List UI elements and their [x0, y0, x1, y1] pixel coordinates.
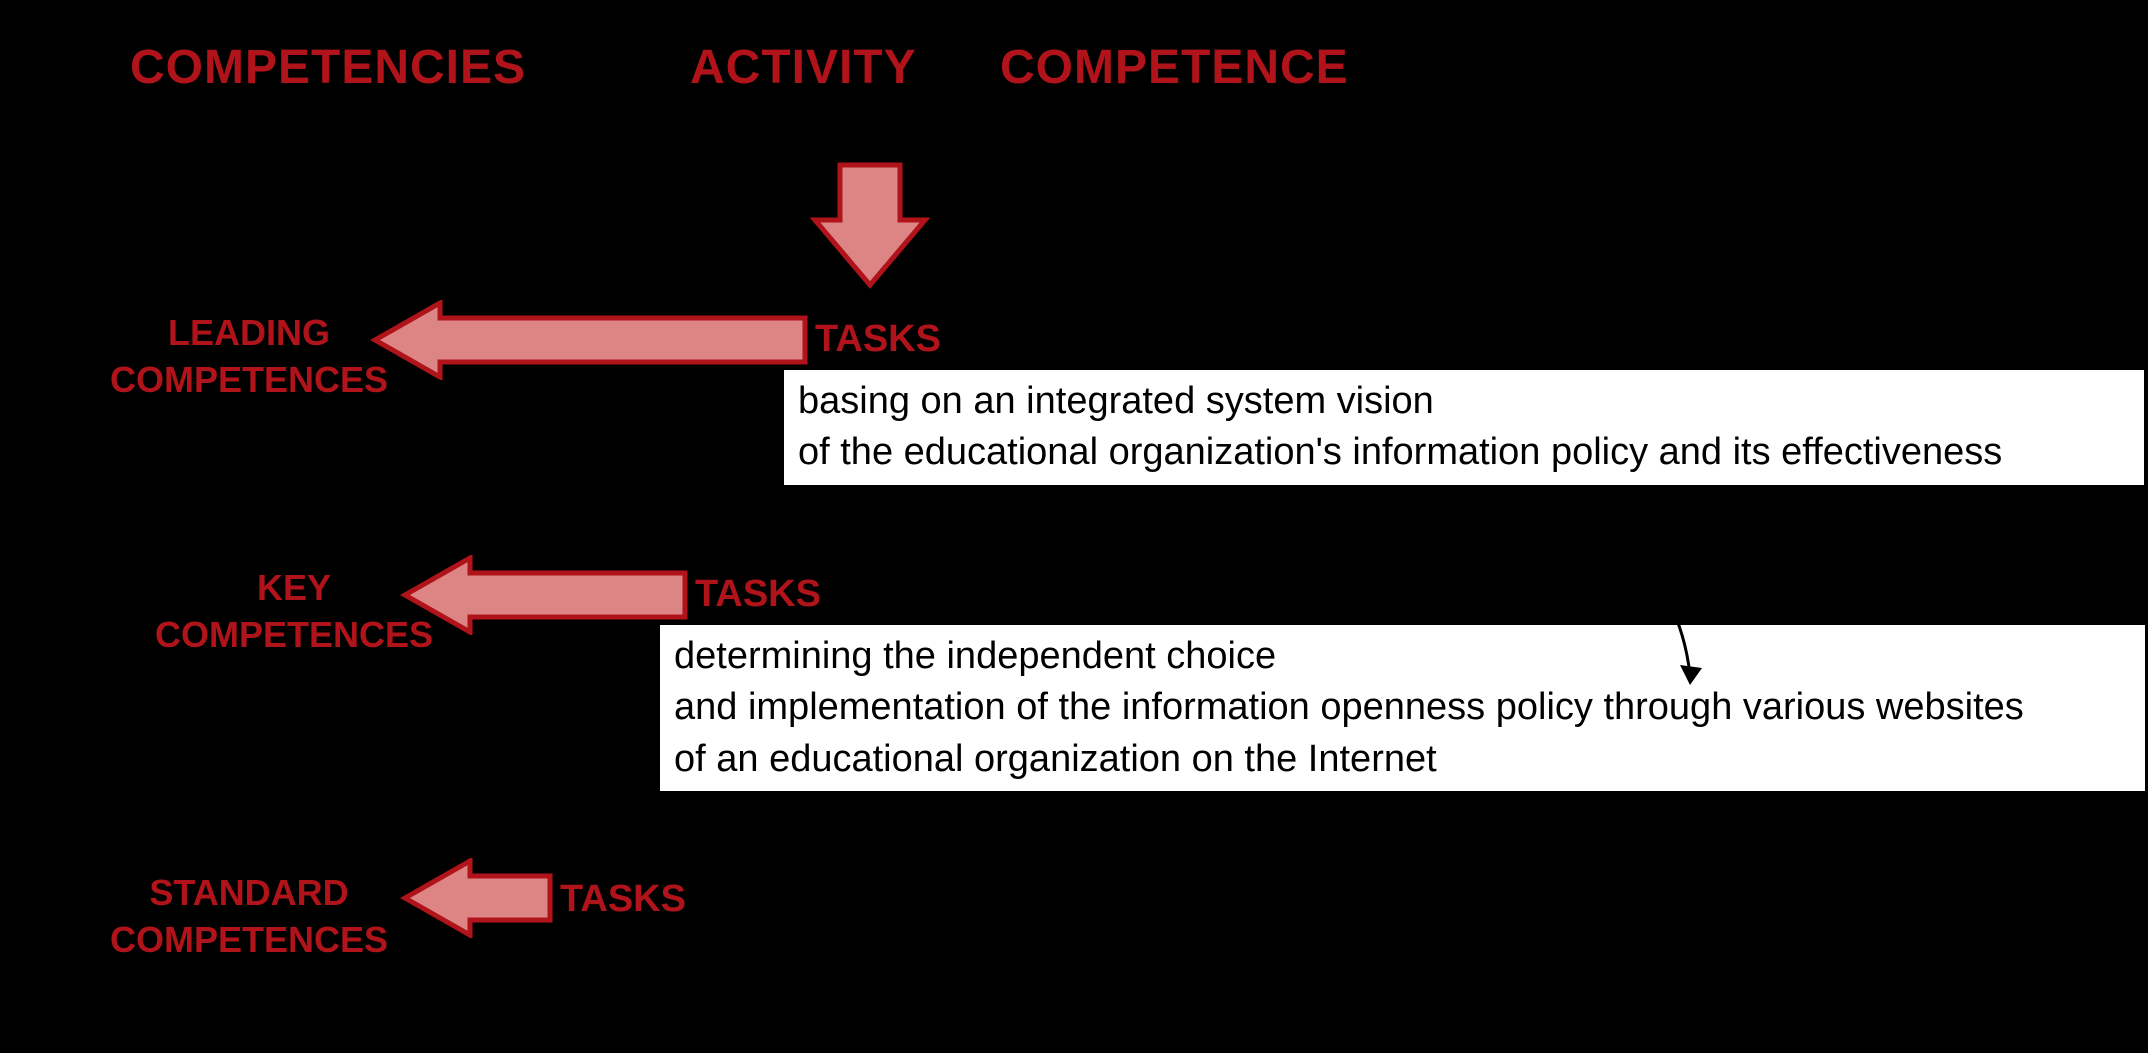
task-box-2-line1: determining the independent choice [674, 631, 2131, 682]
tasks-label-3: TASKS [560, 878, 686, 921]
left-arrow-key-icon [400, 555, 690, 635]
header-competencies: COMPETENCIES [130, 40, 526, 95]
task-box-2: determining the independent choice and i… [660, 625, 2145, 791]
label-standard-competences: STANDARD COMPETENCES [110, 870, 388, 964]
task-box-2-line2: and implementation of the information op… [674, 682, 2131, 733]
task-box-1-line2: of the educational organization's inform… [798, 427, 2130, 478]
left-arrow-leading-icon [370, 300, 810, 380]
task-box-1: basing on an integrated system vision of… [784, 370, 2144, 485]
task-box-2-line3: of an educational organization on the In… [674, 734, 2131, 785]
thin-arrow-icon [1590, 525, 1730, 695]
tasks-label-2: TASKS [695, 573, 821, 616]
label-leading-competences: LEADING COMPETENCES [110, 310, 388, 404]
header-competence: COMPETENCE [1000, 40, 1349, 95]
label-key-competences: KEY COMPETENCES [155, 565, 433, 659]
task-box-1-line1: basing on an integrated system vision [798, 376, 2130, 427]
header-activity: ACTIVITY [690, 40, 917, 95]
left-arrow-standard-icon [400, 858, 555, 938]
down-arrow-icon [810, 160, 930, 290]
tasks-label-1: TASKS [815, 318, 941, 361]
